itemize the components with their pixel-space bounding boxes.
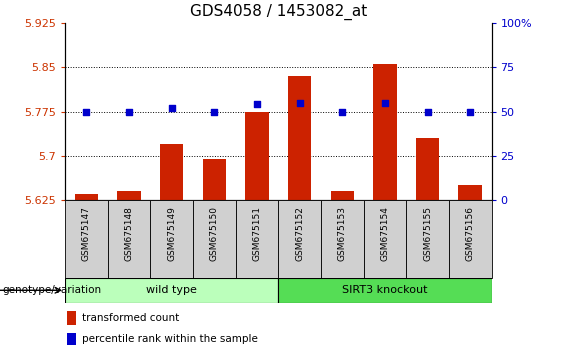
FancyBboxPatch shape: [279, 200, 321, 278]
Point: [423, 109, 432, 114]
FancyBboxPatch shape: [150, 200, 193, 278]
Point: [380, 100, 389, 105]
Bar: [331, 191, 354, 200]
Point: [253, 102, 262, 107]
Point: [466, 109, 475, 114]
Text: SIRT3 knockout: SIRT3 knockout: [342, 285, 428, 295]
Point: [124, 109, 133, 114]
FancyBboxPatch shape: [107, 200, 150, 278]
Bar: [288, 76, 311, 200]
FancyBboxPatch shape: [278, 278, 492, 303]
Bar: [117, 191, 141, 200]
Text: GSM675149: GSM675149: [167, 206, 176, 261]
Bar: [373, 64, 397, 200]
FancyBboxPatch shape: [65, 278, 278, 303]
Title: GDS4058 / 1453082_at: GDS4058 / 1453082_at: [190, 4, 367, 20]
Point: [338, 109, 347, 114]
Text: percentile rank within the sample: percentile rank within the sample: [82, 334, 258, 344]
Text: GSM675153: GSM675153: [338, 206, 347, 261]
FancyBboxPatch shape: [65, 200, 107, 278]
FancyBboxPatch shape: [321, 200, 364, 278]
Text: transformed count: transformed count: [82, 313, 179, 323]
Bar: [75, 194, 98, 200]
Text: genotype/variation: genotype/variation: [3, 285, 102, 295]
Text: GSM675150: GSM675150: [210, 206, 219, 261]
Text: GSM675154: GSM675154: [380, 206, 389, 261]
FancyBboxPatch shape: [406, 200, 449, 278]
Point: [210, 109, 219, 114]
Text: wild type: wild type: [146, 285, 197, 295]
Bar: [245, 112, 269, 200]
Text: GSM675155: GSM675155: [423, 206, 432, 261]
Text: GSM675156: GSM675156: [466, 206, 475, 261]
Bar: [458, 185, 482, 200]
Bar: [202, 159, 226, 200]
FancyBboxPatch shape: [193, 200, 236, 278]
Point: [82, 109, 91, 114]
Text: GSM675148: GSM675148: [124, 206, 133, 261]
FancyBboxPatch shape: [236, 200, 279, 278]
FancyBboxPatch shape: [449, 200, 492, 278]
Point: [167, 105, 176, 111]
Text: GSM675152: GSM675152: [295, 206, 304, 261]
Text: GSM675147: GSM675147: [82, 206, 91, 261]
Bar: [160, 144, 184, 200]
Text: GSM675151: GSM675151: [253, 206, 262, 261]
Point: [295, 100, 304, 105]
FancyBboxPatch shape: [364, 200, 406, 278]
Bar: [67, 333, 76, 345]
Bar: [416, 138, 440, 200]
Bar: [67, 311, 76, 325]
